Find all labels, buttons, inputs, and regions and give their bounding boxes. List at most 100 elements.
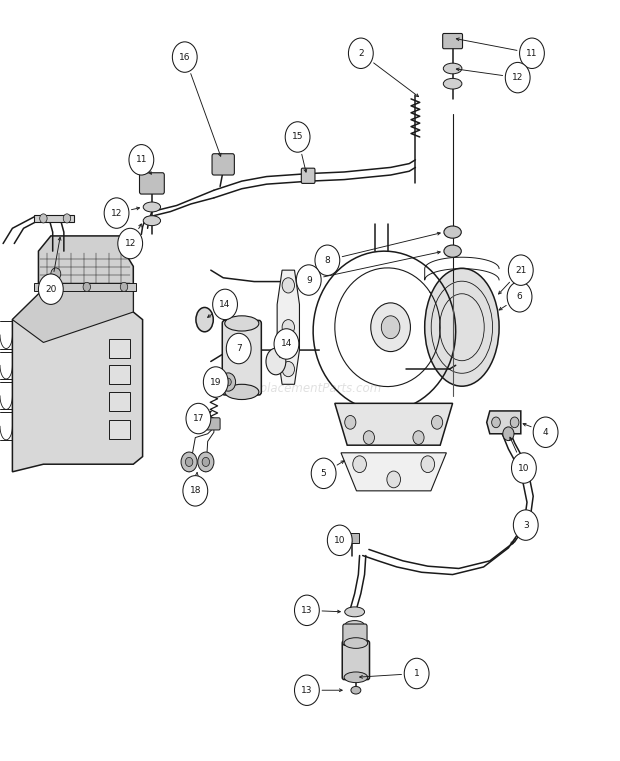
Circle shape — [510, 417, 519, 428]
Circle shape — [421, 456, 435, 473]
Ellipse shape — [444, 245, 461, 257]
Circle shape — [327, 525, 352, 556]
Circle shape — [226, 333, 251, 364]
Circle shape — [285, 122, 310, 152]
Circle shape — [120, 282, 128, 291]
Circle shape — [345, 416, 356, 429]
Circle shape — [294, 595, 319, 626]
Circle shape — [225, 378, 231, 386]
Text: 2: 2 — [358, 49, 364, 58]
FancyBboxPatch shape — [212, 154, 234, 175]
Text: 5: 5 — [321, 469, 327, 478]
Ellipse shape — [196, 307, 213, 332]
Circle shape — [198, 452, 214, 472]
FancyBboxPatch shape — [222, 320, 262, 395]
Ellipse shape — [425, 268, 499, 386]
Text: 4: 4 — [542, 428, 549, 437]
Circle shape — [503, 427, 514, 441]
Circle shape — [508, 255, 533, 285]
Circle shape — [51, 268, 61, 280]
Circle shape — [512, 453, 536, 483]
Circle shape — [492, 417, 500, 428]
Text: 11: 11 — [136, 155, 147, 164]
Ellipse shape — [143, 202, 161, 212]
Circle shape — [404, 658, 429, 689]
Circle shape — [520, 38, 544, 68]
Ellipse shape — [444, 226, 461, 238]
Text: 14: 14 — [281, 339, 292, 349]
Text: 12: 12 — [125, 239, 136, 248]
Ellipse shape — [345, 621, 365, 630]
Circle shape — [294, 675, 319, 705]
Ellipse shape — [344, 638, 368, 648]
Polygon shape — [34, 283, 136, 291]
Circle shape — [282, 361, 294, 377]
Circle shape — [274, 329, 299, 359]
Circle shape — [129, 145, 154, 175]
Ellipse shape — [443, 78, 462, 89]
Text: 13: 13 — [301, 686, 312, 695]
Circle shape — [63, 214, 71, 223]
FancyBboxPatch shape — [140, 173, 164, 194]
FancyBboxPatch shape — [343, 624, 367, 645]
Polygon shape — [487, 411, 521, 434]
Circle shape — [432, 416, 443, 429]
Circle shape — [311, 458, 336, 489]
Circle shape — [172, 42, 197, 72]
Circle shape — [387, 471, 401, 488]
Polygon shape — [341, 453, 446, 491]
Circle shape — [186, 403, 211, 434]
Circle shape — [203, 367, 228, 397]
Text: 3: 3 — [523, 521, 529, 530]
Ellipse shape — [344, 672, 368, 683]
Circle shape — [296, 265, 321, 295]
Text: 9: 9 — [306, 275, 312, 285]
Text: 6: 6 — [516, 292, 523, 301]
Circle shape — [413, 431, 424, 444]
FancyBboxPatch shape — [342, 641, 370, 680]
Ellipse shape — [224, 316, 259, 331]
Circle shape — [104, 198, 129, 228]
Text: 10: 10 — [334, 536, 345, 545]
Ellipse shape — [443, 63, 462, 74]
Text: 16: 16 — [179, 53, 190, 62]
Circle shape — [183, 476, 208, 506]
Text: 21: 21 — [515, 266, 526, 275]
Text: 7: 7 — [236, 344, 242, 353]
Text: 10: 10 — [518, 463, 529, 473]
Circle shape — [505, 62, 530, 93]
Circle shape — [185, 457, 193, 466]
Text: 13: 13 — [301, 606, 312, 615]
Text: 18: 18 — [190, 486, 201, 495]
Ellipse shape — [224, 384, 259, 400]
Text: 1: 1 — [414, 669, 420, 678]
Ellipse shape — [143, 216, 161, 226]
Circle shape — [348, 38, 373, 68]
Circle shape — [38, 274, 63, 304]
Circle shape — [221, 373, 236, 391]
Text: 14: 14 — [219, 300, 231, 309]
Ellipse shape — [345, 607, 365, 616]
Circle shape — [202, 457, 210, 466]
Text: 17: 17 — [193, 414, 204, 423]
Ellipse shape — [266, 348, 286, 374]
FancyBboxPatch shape — [301, 168, 315, 183]
FancyBboxPatch shape — [206, 418, 220, 430]
Circle shape — [363, 431, 374, 444]
Circle shape — [315, 245, 340, 275]
Circle shape — [371, 303, 410, 352]
Text: 12: 12 — [512, 73, 523, 82]
Polygon shape — [108, 339, 130, 358]
Circle shape — [507, 282, 532, 312]
Polygon shape — [34, 215, 74, 222]
FancyBboxPatch shape — [443, 33, 463, 49]
Circle shape — [181, 452, 197, 472]
Text: 15: 15 — [292, 132, 303, 142]
Text: 12: 12 — [111, 209, 122, 218]
Circle shape — [381, 316, 400, 339]
Text: eReplacementParts.com: eReplacementParts.com — [238, 381, 382, 395]
Text: 19: 19 — [210, 377, 221, 387]
Circle shape — [118, 228, 143, 259]
Polygon shape — [12, 289, 133, 342]
Polygon shape — [12, 289, 143, 472]
